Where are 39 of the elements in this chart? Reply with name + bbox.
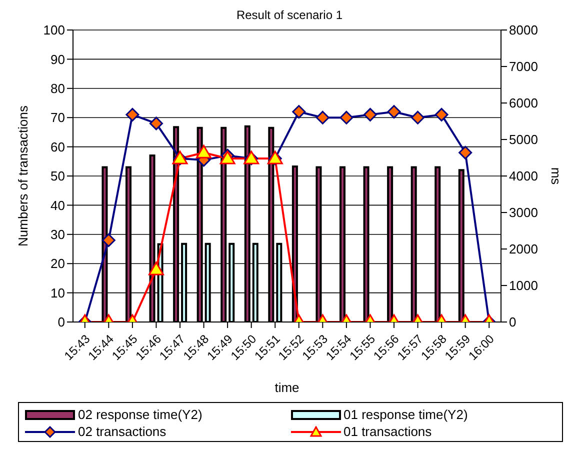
y-tick-label: 80 [50,81,65,96]
point [292,105,306,119]
y2-tick-label: 6000 [509,96,538,111]
point [434,108,448,122]
y2-tick-label: 2000 [509,242,538,257]
y-tick-label: 70 [50,110,65,126]
legend-label: 01 transactions [344,424,432,439]
y-tick-label: 50 [50,168,65,184]
y-tick-label: 90 [50,52,65,67]
y2-tick-label: 7000 [509,59,538,74]
y-tick-label: 100 [43,22,65,38]
y-axis-title: Numbers of transactions [16,105,31,246]
point [126,108,140,122]
legend-label: 02 transactions [78,424,166,439]
y2-tick-label: 0 [509,314,516,330]
legend-label: 02 response time(Y2) [78,407,202,422]
y-tick-label: 20 [50,256,65,272]
y-tick-label: 60 [50,139,65,154]
chart-title: Result of scenario 1 [235,8,344,22]
y-tick-label: 40 [50,198,65,213]
point [196,144,212,158]
point [387,105,401,119]
y-tick-label: 30 [50,227,65,242]
y2-tick-label: 1000 [509,278,538,294]
point [363,108,377,122]
point [411,110,425,124]
y2-axis-title: ms [548,167,564,186]
legend-label: 01 response time(Y2) [344,407,468,422]
y2-tick-label: 4000 [509,168,538,184]
y2-tick-label: 5000 [509,132,538,148]
y2-tick-label: 3000 [509,205,538,220]
y2-tick-label: 8000 [509,22,538,38]
point [340,110,354,124]
y-tick-label: 0 [58,314,65,330]
x-axis-title: time [274,380,300,395]
point [458,146,472,160]
y-tick-label: 10 [50,285,65,300]
point [316,110,330,124]
point [149,116,163,130]
